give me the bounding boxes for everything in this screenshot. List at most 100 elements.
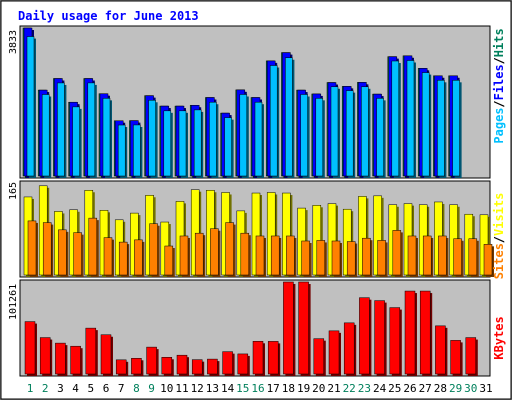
xtick-label-20: 20	[312, 382, 325, 395]
bar-sites-14	[225, 222, 234, 276]
bar-sites-18	[286, 235, 295, 276]
legend-mid-visits: Visits	[492, 193, 506, 236]
bar-kbytes-21	[328, 330, 340, 375]
xtick-label-3: 3	[57, 382, 64, 395]
bar-sites-29	[453, 238, 462, 276]
bar-kbytes-5	[85, 327, 97, 375]
bar-pages-25	[391, 60, 400, 177]
bar-pages-22	[345, 90, 354, 177]
xtick-label-2: 2	[42, 382, 49, 395]
bar-sites-4	[73, 232, 82, 276]
bar-pages-19	[300, 94, 308, 177]
bar-kbytes-19	[298, 281, 309, 375]
legend-top-separator: /	[492, 57, 506, 64]
bar-kbytes-20	[313, 338, 325, 375]
xtick-label-26: 26	[403, 382, 416, 395]
bar-kbytes-24	[374, 300, 385, 375]
xtick-label-16: 16	[251, 382, 264, 395]
xtick-label-10: 10	[160, 382, 173, 395]
xtick-label-11: 11	[175, 382, 188, 395]
bar-kbytes-11	[176, 354, 188, 375]
bar-pages-7	[117, 124, 126, 177]
xtick-label-14: 14	[221, 382, 235, 395]
bar-sites-8	[134, 239, 143, 276]
xtick-label-19: 19	[297, 382, 310, 395]
bar-kbytes-29	[450, 340, 461, 375]
bar-pages-16	[254, 101, 263, 177]
bar-kbytes-27	[419, 290, 431, 375]
bar-kbytes-30	[465, 337, 477, 375]
bar-kbytes-7	[115, 359, 127, 375]
xtick-label-15: 15	[236, 382, 249, 395]
xtick-label-5: 5	[87, 382, 94, 395]
bar-sites-5	[88, 217, 98, 276]
bar-sites-22	[346, 241, 356, 276]
bar-sites-20	[316, 240, 326, 276]
legend-top-hits: Hits	[492, 28, 506, 57]
bar-kbytes-10	[161, 357, 173, 375]
legend-bot-kbytes: KBytes	[492, 316, 506, 359]
bar-pages-15	[239, 94, 248, 177]
xtick-label-25: 25	[388, 382, 401, 395]
xtick-label-6: 6	[103, 382, 110, 395]
bar-pages-8	[133, 124, 141, 177]
bar-sites-26	[407, 235, 417, 276]
bar-pages-12	[193, 109, 202, 177]
xtick-label-31: 31	[479, 382, 492, 395]
bar-pages-29	[452, 80, 460, 177]
bar-sites-11	[179, 235, 189, 276]
bar-pages-9	[148, 100, 156, 177]
bar-pages-14	[224, 117, 232, 177]
bar-kbytes-25	[389, 307, 401, 375]
bar-sites-9	[149, 223, 158, 276]
legend-top-separator: /	[492, 100, 506, 107]
bar-sites-1	[27, 220, 37, 276]
bar-sites-19	[301, 240, 310, 276]
xtick-label-7: 7	[118, 382, 125, 395]
bar-kbytes-6	[100, 334, 112, 375]
xtick-label-12: 12	[191, 382, 204, 395]
xtick-label-29: 29	[449, 382, 462, 395]
bar-pages-24	[376, 98, 384, 177]
bar-pages-4	[72, 106, 80, 177]
xtick-label-8: 8	[133, 382, 140, 395]
xtick-label-18: 18	[282, 382, 295, 395]
bar-kbytes-9	[146, 346, 157, 375]
bar-pages-3	[57, 82, 65, 177]
legend-top-pages: Pages	[492, 107, 506, 143]
xtick-label-27: 27	[419, 382, 432, 395]
bar-sites-27	[422, 235, 432, 276]
bar-pages-21	[330, 86, 339, 177]
bar-kbytes-28	[435, 325, 446, 375]
x-axis-labels: 1 2 3 4 5 6 7 8 9 10 11 12 13 14 15 16 17 18 19 20 21 22 23 24 2…	[27, 382, 493, 395]
xtick-label-17: 17	[267, 382, 280, 395]
chart-bars	[22, 27, 494, 376]
bar-pages-11	[178, 110, 187, 177]
bar-pages-18	[285, 57, 293, 177]
xtick-label-22: 22	[343, 382, 356, 395]
bar-sites-30	[468, 238, 478, 276]
bar-kbytes-17	[267, 341, 279, 375]
xtick-label-23: 23	[358, 382, 371, 395]
bar-sites-3	[58, 229, 67, 276]
bar-kbytes-13	[207, 358, 218, 375]
bar-pages-26	[406, 60, 415, 177]
bar-sites-10	[164, 245, 174, 276]
bar-pages-6	[102, 98, 111, 177]
bar-pages-2	[41, 94, 50, 177]
bar-sites-24	[377, 240, 386, 276]
bar-pages-13	[209, 101, 217, 177]
legend-mid-separator: /	[492, 236, 506, 243]
xtick-label-9: 9	[148, 382, 155, 395]
bar-pages-5	[87, 82, 96, 177]
bar-sites-21	[331, 240, 341, 276]
xtick-label-13: 13	[206, 382, 219, 395]
bar-kbytes-12	[191, 359, 203, 375]
bar-kbytes-26	[404, 290, 416, 375]
bar-sites-16	[255, 235, 265, 276]
ytick-mid: 165	[8, 182, 19, 200]
xtick-label-4: 4	[72, 382, 79, 395]
bar-kbytes-18	[283, 281, 294, 375]
